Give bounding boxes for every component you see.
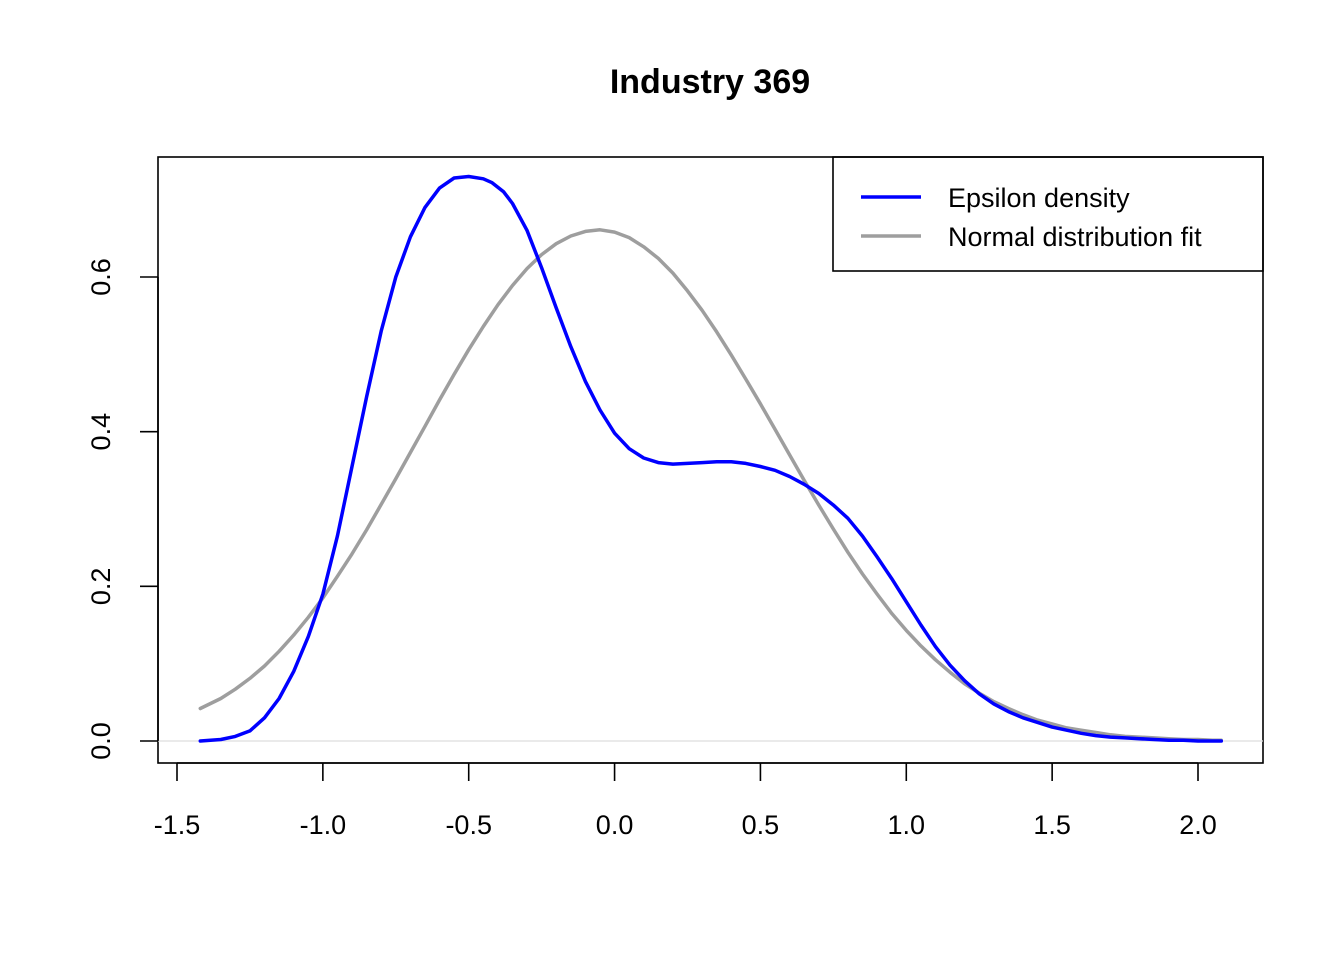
legend: Epsilon density Normal distribution fit [832,156,1264,272]
y-tick-label: 0.4 [86,413,116,451]
x-tick-label: 1.0 [888,810,926,840]
y-tick-label: 0.0 [86,722,116,760]
legend-box [832,156,1264,272]
x-tick-label: -1.5 [154,810,201,840]
series-line-epsilon-density [198,174,1224,743]
x-tick-label: -1.0 [300,810,347,840]
y-tick-label: 0.6 [86,258,116,296]
x-tick-label: 0.5 [742,810,780,840]
x-axis: -1.5 -1.0 -0.5 0.0 0.5 1.0 1.5 2.0 [154,762,1217,840]
x-tick-label: -0.5 [445,810,492,840]
x-tick-label: 1.5 [1033,810,1071,840]
y-axis: 0.0 0.2 0.4 0.6 [86,258,159,760]
series-layer [198,174,1224,743]
chart-title: Industry 369 [610,63,810,101]
legend-label-normal: Normal distribution fit [948,222,1202,252]
x-tick-label: 2.0 [1179,810,1217,840]
series-line-normal-fit [198,228,1224,742]
legend-label-epsilon: Epsilon density [948,183,1130,213]
x-tick-label: 0.0 [596,810,634,840]
y-tick-label: 0.2 [86,568,116,606]
